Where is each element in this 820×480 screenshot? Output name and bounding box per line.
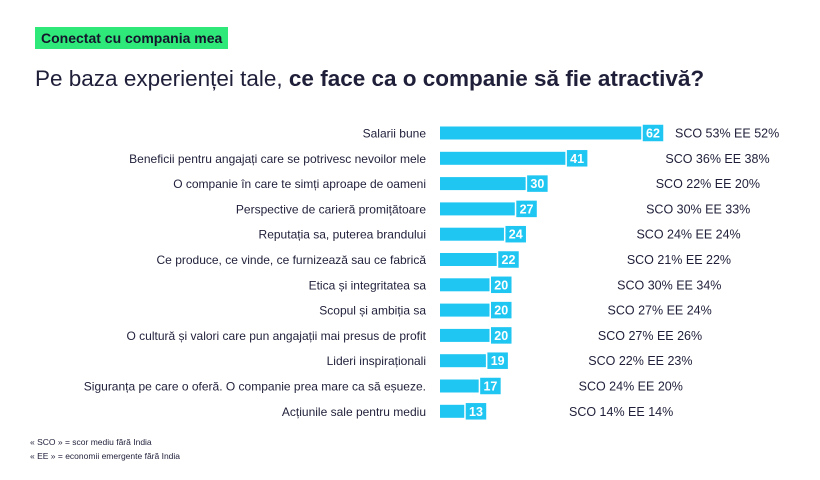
bar [440, 151, 567, 165]
category-label: Salarii bune [363, 127, 427, 141]
footnote-sco: « SCO » = scor mediu fără India [30, 437, 152, 447]
category-label: Etica și integritatea sa [309, 278, 427, 292]
value-box [489, 300, 514, 320]
value-box [464, 401, 488, 422]
title-regular: Pe baza experienței tale, [35, 66, 289, 91]
value-box [489, 275, 514, 295]
comparison-annotation: SCO 24% EE 20% [579, 380, 683, 394]
comparison-annotation: SCO 22% EE 20% [656, 177, 760, 191]
value-box [565, 148, 589, 169]
value-box [503, 224, 528, 244]
value-box [641, 123, 665, 143]
value-label: 27 [520, 202, 534, 216]
comparison-annotation: SCO 14% EE 14% [569, 405, 673, 419]
value-box [496, 249, 521, 270]
comparison-annotation: SCO 53% EE 52% [675, 127, 779, 141]
category-label: Scopul și ambiția sa [319, 304, 426, 318]
bar [440, 177, 527, 191]
value-box [478, 376, 503, 396]
bar [440, 278, 491, 292]
value-label: 19 [491, 354, 505, 368]
value-label: 24 [509, 228, 523, 242]
value-box [489, 325, 514, 346]
page-title: Pe baza experienței tale, ce face ca o c… [35, 66, 704, 92]
value-box [525, 173, 550, 194]
value-label: 22 [502, 253, 516, 267]
value-label: 20 [494, 329, 508, 343]
comparison-annotation: SCO 30% EE 33% [646, 202, 750, 216]
value-label: 13 [469, 405, 483, 419]
title-bold: ce face ca o companie să fie atractivă? [288, 66, 705, 91]
comparison-annotation: SCO 22% EE 23% [588, 354, 692, 368]
comparison-annotation: SCO 36% EE 38% [665, 152, 769, 166]
value-label: 62 [646, 127, 660, 141]
bar [440, 227, 505, 241]
bar [440, 126, 642, 140]
bar [440, 303, 491, 317]
bar [440, 379, 480, 393]
category-label: Beneficii pentru angajați care se potriv… [129, 152, 426, 166]
category-label: Ce produce, ce vinde, ce furnizează sau … [157, 253, 427, 267]
bar-chart: Salarii bune 62 SCO 53% EE 52% Beneficii pe… [84, 123, 779, 422]
bar [440, 328, 491, 342]
category-label: Siguranța pe care o oferă. O companie pr… [84, 380, 426, 394]
value-label: 30 [530, 177, 544, 191]
value-label: 17 [483, 380, 497, 394]
value-label: 20 [494, 304, 508, 318]
comparison-annotation: SCO 30% EE 34% [617, 278, 721, 292]
section-tag: Conectat cu compania mea [35, 27, 229, 49]
bar [440, 404, 465, 418]
bar [440, 253, 498, 266]
comparison-annotation: SCO 24% EE 24% [636, 228, 740, 242]
value-box [514, 199, 539, 219]
category-label: O cultură și valori care pun angajații m… [127, 329, 427, 343]
bar [440, 202, 516, 216]
category-label: Acțiunile sale pentru mediu [282, 405, 426, 419]
category-label: O companie în care te simți aproape de o… [173, 177, 426, 191]
category-label: Lideri inspiraționali [327, 354, 426, 368]
value-label: 41 [570, 152, 584, 166]
footnote-ee: « EE » = economii emergente fără India [30, 451, 181, 461]
comparison-annotation: SCO 27% EE 26% [598, 329, 702, 343]
category-label: Perspective de carieră promițătoare [236, 202, 426, 216]
bar [440, 354, 487, 368]
category-label: Reputația sa, puterea brandului [259, 228, 426, 242]
value-box [485, 350, 510, 371]
comparison-annotation: SCO 21% EE 22% [627, 253, 731, 267]
comparison-annotation: SCO 27% EE 24% [608, 304, 712, 318]
value-label: 20 [494, 278, 508, 292]
